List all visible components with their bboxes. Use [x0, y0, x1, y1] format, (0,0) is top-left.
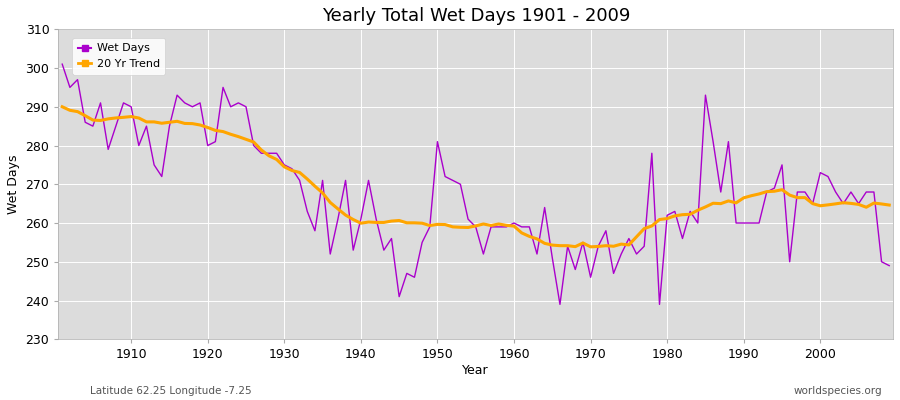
X-axis label: Year: Year	[463, 364, 489, 377]
Text: Latitude 62.25 Longitude -7.25: Latitude 62.25 Longitude -7.25	[90, 386, 252, 396]
Text: worldspecies.org: worldspecies.org	[794, 386, 882, 396]
Legend: Wet Days, 20 Yr Trend: Wet Days, 20 Yr Trend	[72, 38, 166, 74]
Y-axis label: Wet Days: Wet Days	[7, 154, 20, 214]
Title: Yearly Total Wet Days 1901 - 2009: Yearly Total Wet Days 1901 - 2009	[321, 7, 630, 25]
